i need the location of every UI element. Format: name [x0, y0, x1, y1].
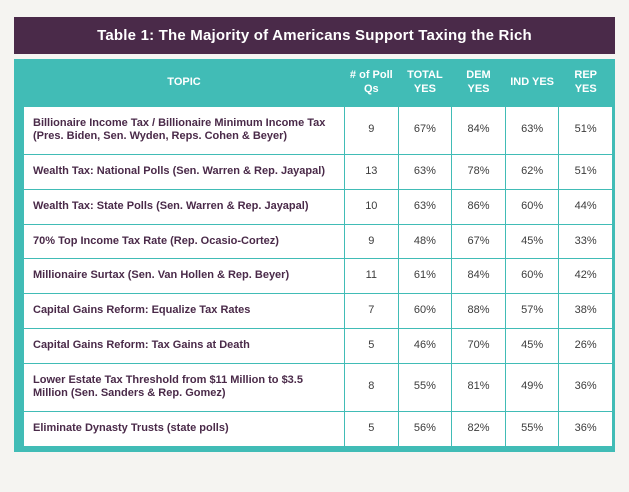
value-cell: 84%	[451, 258, 506, 294]
value-cell: 13	[344, 154, 399, 190]
value-cell: 84%	[451, 105, 506, 155]
table-row: 70% Top Income Tax Rate (Rep. Ocasio-Cor…	[22, 223, 613, 260]
value-cell: 51%	[558, 154, 613, 190]
value-cell: 26%	[558, 327, 613, 364]
table-row: Lower Estate Tax Threshold from $11 Mill…	[22, 362, 613, 412]
topic-cell: Capital Gains Reform: Equalize Tax Rates	[22, 293, 346, 329]
value-cell: 33%	[558, 223, 613, 260]
value-cell: 55%	[397, 362, 453, 412]
value-cell: 63%	[397, 154, 453, 190]
topic-cell: Wealth Tax: State Polls (Sen. Warren & R…	[22, 188, 346, 225]
value-cell: 78%	[451, 154, 506, 190]
col-header-rep-yes: REP YES	[558, 59, 613, 107]
col-header-topic: TOPIC	[22, 59, 346, 107]
value-cell: 82%	[451, 411, 506, 447]
value-cell: 60%	[397, 293, 453, 329]
table-row: Millionaire Surtax (Sen. Van Hollen & Re…	[22, 258, 613, 294]
value-cell: 38%	[558, 293, 613, 329]
value-cell: 67%	[451, 223, 506, 260]
value-cell: 63%	[397, 188, 453, 225]
topic-cell: Eliminate Dynasty Trusts (state polls)	[22, 411, 346, 447]
value-cell: 8	[344, 362, 399, 412]
value-cell: 51%	[558, 105, 613, 155]
table-title: Table 1: The Majority of Americans Suppo…	[14, 17, 615, 54]
value-cell: 70%	[451, 327, 506, 364]
value-cell: 56%	[397, 411, 453, 447]
value-cell: 42%	[558, 258, 613, 294]
table-row: Billionaire Income Tax / Billionaire Min…	[22, 105, 613, 155]
value-cell: 45%	[504, 223, 560, 260]
value-cell: 57%	[504, 293, 560, 329]
value-cell: 60%	[504, 188, 560, 225]
value-cell: 7	[344, 293, 399, 329]
table-row: Eliminate Dynasty Trusts (state polls) 5 5…	[22, 411, 613, 447]
value-cell: 9	[344, 105, 399, 155]
col-header-total-yes: TOTAL YES	[397, 59, 453, 107]
value-cell: 88%	[451, 293, 506, 329]
value-cell: 11	[344, 258, 399, 294]
value-cell: 62%	[504, 154, 560, 190]
value-cell: 60%	[504, 258, 560, 294]
value-cell: 5	[344, 411, 399, 447]
header-row: TOPIC # of Poll Qs TOTAL YES DEM YES IND…	[22, 59, 613, 107]
poll-table: TOPIC # of Poll Qs TOTAL YES DEM YES IND…	[22, 59, 613, 447]
value-cell: 36%	[558, 362, 613, 412]
value-cell: 63%	[504, 105, 560, 155]
table-row: Wealth Tax: State Polls (Sen. Warren & R…	[22, 188, 613, 225]
value-cell: 49%	[504, 362, 560, 412]
value-cell: 44%	[558, 188, 613, 225]
value-cell: 81%	[451, 362, 506, 412]
table-row: Capital Gains Reform: Tax Gains at Death…	[22, 327, 613, 364]
table-body: Billionaire Income Tax / Billionaire Min…	[22, 105, 613, 447]
topic-cell: Billionaire Income Tax / Billionaire Min…	[22, 105, 346, 155]
col-header-dem-yes: DEM YES	[451, 59, 506, 107]
value-cell: 10	[344, 188, 399, 225]
value-cell: 36%	[558, 411, 613, 447]
table-row: Capital Gains Reform: Equalize Tax Rates…	[22, 293, 613, 329]
value-cell: 61%	[397, 258, 453, 294]
page: Table 1: The Majority of Americans Suppo…	[14, 17, 615, 452]
value-cell: 55%	[504, 411, 560, 447]
topic-cell: 70% Top Income Tax Rate (Rep. Ocasio-Cor…	[22, 223, 346, 260]
value-cell: 67%	[397, 105, 453, 155]
value-cell: 46%	[397, 327, 453, 364]
topic-cell: Capital Gains Reform: Tax Gains at Death	[22, 327, 346, 364]
value-cell: 45%	[504, 327, 560, 364]
col-header-ind-yes: IND YES	[504, 59, 560, 107]
value-cell: 86%	[451, 188, 506, 225]
topic-cell: Wealth Tax: National Polls (Sen. Warren …	[22, 154, 346, 190]
value-cell: 48%	[397, 223, 453, 260]
poll-table-wrapper: TOPIC # of Poll Qs TOTAL YES DEM YES IND…	[14, 59, 615, 452]
col-header-poll-qs: # of Poll Qs	[344, 59, 399, 107]
topic-cell: Millionaire Surtax (Sen. Van Hollen & Re…	[22, 258, 346, 294]
value-cell: 5	[344, 327, 399, 364]
value-cell: 9	[344, 223, 399, 260]
topic-cell: Lower Estate Tax Threshold from $11 Mill…	[22, 362, 346, 412]
table-row: Wealth Tax: National Polls (Sen. Warren …	[22, 154, 613, 190]
